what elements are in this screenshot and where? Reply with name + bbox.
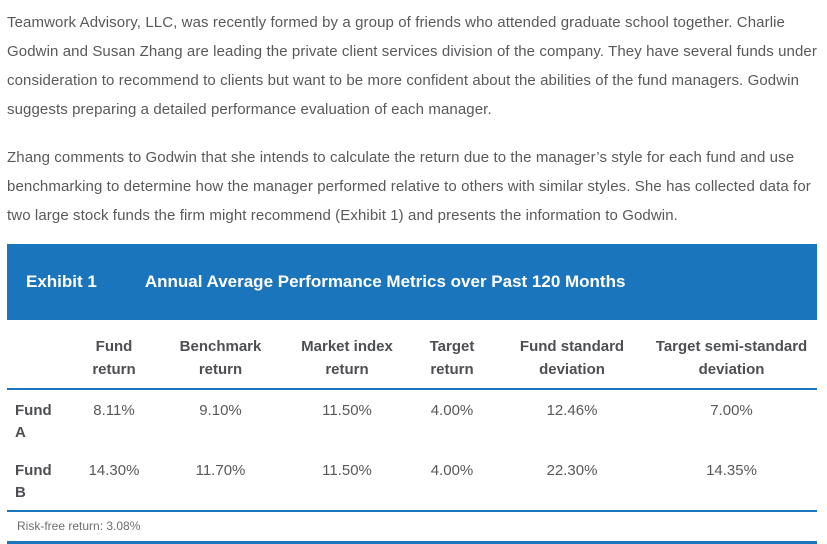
- fund-b-benchmark-return: 11.70%: [195, 462, 246, 479]
- fund-a-market-index-return: 11.50%: [322, 402, 372, 419]
- fund-a-fund-standard-deviation: 12.46%: [546, 402, 598, 419]
- table-row-fund-a: Fund A 8.11% 9.10% 11.50% 4.00% 12.46% 7…: [7, 389, 817, 450]
- column-header-market-index-return: Market index return: [288, 320, 406, 390]
- fund-a-benchmark-return: 9.10%: [199, 402, 242, 419]
- fund-b-market-index-return: 11.50%: [322, 462, 372, 479]
- fund-a-target-return: 4.00%: [430, 402, 474, 419]
- fund-b-target-return: 4.00%: [430, 462, 474, 479]
- column-header-fund-standard-deviation: Fund standard deviation: [498, 320, 646, 390]
- exhibit-1: Exhibit 1 Annual Average Performance Met…: [7, 244, 817, 544]
- fund-b-fund-return: 14.30%: [88, 462, 140, 479]
- risk-free-return-note: Risk-free return: 3.08%: [7, 510, 817, 544]
- intro-paragraph-1: Teamwork Advisory, LLC, was recently for…: [7, 14, 817, 118]
- fund-b-fund-standard-deviation: 22.30%: [546, 462, 598, 479]
- table-header-row: Fund return Benchmark return Market inde…: [7, 320, 817, 390]
- exhibit-label: Exhibit 1: [26, 272, 97, 291]
- fund-b-target-semi-standard-deviation: 14.35%: [706, 462, 757, 479]
- intro-paragraph-2: Zhang comments to Godwin that she intend…: [7, 149, 811, 224]
- fund-a-fund-return: 8.11%: [93, 402, 135, 419]
- row-label-fund-b: Fund B: [15, 462, 52, 501]
- performance-metrics-table: Fund return Benchmark return Market inde…: [7, 320, 817, 510]
- exhibit-header-band: Exhibit 1 Annual Average Performance Met…: [7, 244, 817, 320]
- row-label-fund-a: Fund A: [15, 402, 52, 441]
- column-header-blank: [7, 320, 75, 390]
- column-header-target-semi-standard-deviation: Target semi-standard deviation: [646, 320, 817, 390]
- column-header-benchmark-return: Benchmark return: [153, 320, 288, 390]
- column-header-fund-return: Fund return: [75, 320, 153, 390]
- column-header-target-return: Target return: [406, 320, 498, 390]
- table-row-fund-b: Fund B 14.30% 11.70% 11.50% 4.00% 22.30%…: [7, 450, 817, 510]
- exhibit-title: Annual Average Performance Metrics over …: [144, 272, 626, 291]
- fund-a-target-semi-standard-deviation: 7.00%: [710, 402, 753, 419]
